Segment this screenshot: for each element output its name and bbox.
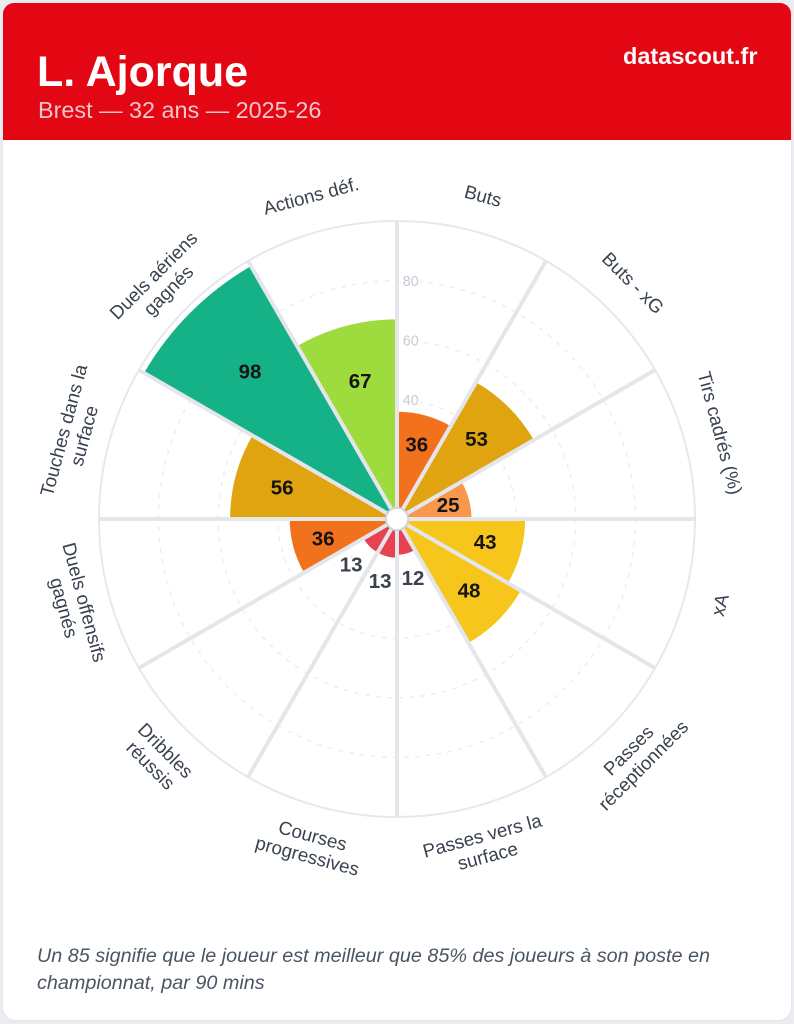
svg-text:36: 36: [312, 527, 335, 550]
svg-text:13: 13: [369, 570, 392, 593]
svg-text:56: 56: [271, 477, 294, 500]
svg-text:25: 25: [437, 494, 460, 517]
svg-text:98: 98: [239, 361, 262, 384]
svg-text:12: 12: [402, 567, 425, 590]
svg-text:36: 36: [405, 434, 428, 457]
svg-text:60: 60: [403, 333, 419, 349]
svg-text:48: 48: [458, 580, 481, 603]
svg-text:53: 53: [465, 428, 488, 451]
svg-text:13: 13: [340, 553, 363, 576]
svg-text:67: 67: [349, 370, 372, 393]
svg-text:80: 80: [403, 274, 419, 290]
svg-text:40: 40: [403, 393, 419, 409]
svg-text:43: 43: [474, 531, 497, 554]
